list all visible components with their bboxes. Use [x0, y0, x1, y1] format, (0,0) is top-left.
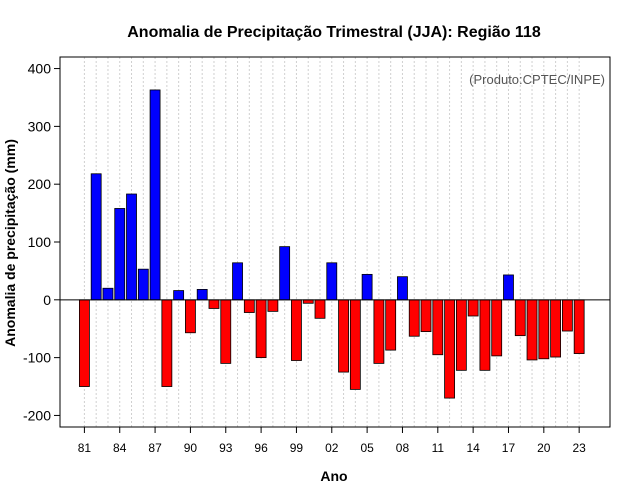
bars: [79, 89, 585, 399]
bar-1990: [185, 299, 196, 334]
x-tick-label: 23: [572, 441, 586, 455]
bar-2012: [444, 299, 455, 399]
y-tick-label: 0: [43, 292, 51, 308]
bar-1982: [90, 173, 102, 301]
bar-2021: [550, 299, 561, 358]
x-tick-label: 20: [537, 441, 551, 455]
x-axis-title: Ano: [320, 468, 347, 484]
bar-2016: [491, 299, 503, 357]
x-tick-label: 14: [466, 441, 480, 455]
bar-2010: [420, 299, 432, 333]
x-tick-label: 02: [325, 441, 339, 455]
y-tick-label: 400: [28, 61, 52, 77]
bar-2011: [432, 299, 444, 356]
bar-2008: [397, 276, 408, 301]
bar-1986: [137, 268, 149, 301]
x-tick-label: 87: [148, 441, 162, 455]
y-tick-label: 300: [28, 118, 52, 134]
bar-1987: [149, 89, 161, 301]
bar-2022: [561, 299, 573, 332]
x-tick-label: 96: [254, 441, 268, 455]
x-tick-label: 90: [184, 441, 198, 455]
bar-2023: [573, 299, 585, 354]
bar-1999: [291, 299, 302, 361]
bar-2007: [385, 299, 397, 351]
x-tick-label: 84: [113, 441, 127, 455]
bar-1988: [161, 299, 173, 387]
y-tick-label: 100: [28, 234, 52, 250]
y-axis-title: Anomalia de precipitação (mm): [2, 139, 18, 347]
x-tick-label: 81: [78, 441, 92, 455]
bar-1994: [232, 262, 243, 301]
plot-frame: [59, 56, 611, 428]
bar-2017: [503, 274, 514, 301]
y-tick-label: 200: [28, 176, 52, 192]
bar-2001: [314, 299, 326, 319]
bar-2000: [302, 299, 314, 304]
bar-2020: [538, 299, 550, 360]
bar-1992: [208, 299, 220, 309]
bar-2003: [338, 299, 349, 373]
x-tick-label: 05: [360, 441, 374, 455]
bar-2019: [526, 299, 538, 361]
y-tick-label: -200: [23, 407, 51, 423]
x-tick-label: 17: [502, 441, 516, 455]
bar-1991: [196, 289, 208, 301]
y-axis: -200 -100 0 100 200 300 400: [23, 61, 60, 423]
bar-2013: [455, 299, 467, 371]
bar-1984: [114, 208, 126, 301]
x-tick-label: 99: [290, 441, 304, 455]
bar-1998: [279, 246, 291, 301]
bar-1983: [102, 287, 114, 301]
x-tick-label: 93: [219, 441, 233, 455]
bar-2004: [349, 299, 361, 390]
bar-2005: [361, 273, 373, 301]
bar-1985: [126, 193, 137, 301]
bar-2002: [326, 262, 338, 301]
bar-2006: [373, 299, 385, 364]
bar-1995: [243, 299, 255, 313]
x-axis: 81 84 87 90 93 96 99 02 05 08 11 14 17 20 23: [78, 427, 586, 455]
bar-1997: [267, 299, 279, 312]
bar-1981: [79, 299, 90, 387]
bar-2009: [408, 299, 420, 337]
bar-2018: [514, 299, 526, 337]
x-tick-label: 08: [396, 441, 410, 455]
bar-1989: [173, 290, 185, 301]
y-tick-label: -100: [23, 350, 51, 366]
x-tick-label: 11: [432, 441, 445, 455]
credit-text: (Produto:CPTEC/INPE): [469, 72, 605, 87]
bar-2015: [479, 299, 491, 371]
bar-1996: [255, 299, 267, 359]
chart-title: Anomalia de Precipitação Trimestral (JJA…: [127, 24, 541, 41]
bar-2014: [467, 299, 479, 317]
bar-1993: [220, 299, 232, 364]
